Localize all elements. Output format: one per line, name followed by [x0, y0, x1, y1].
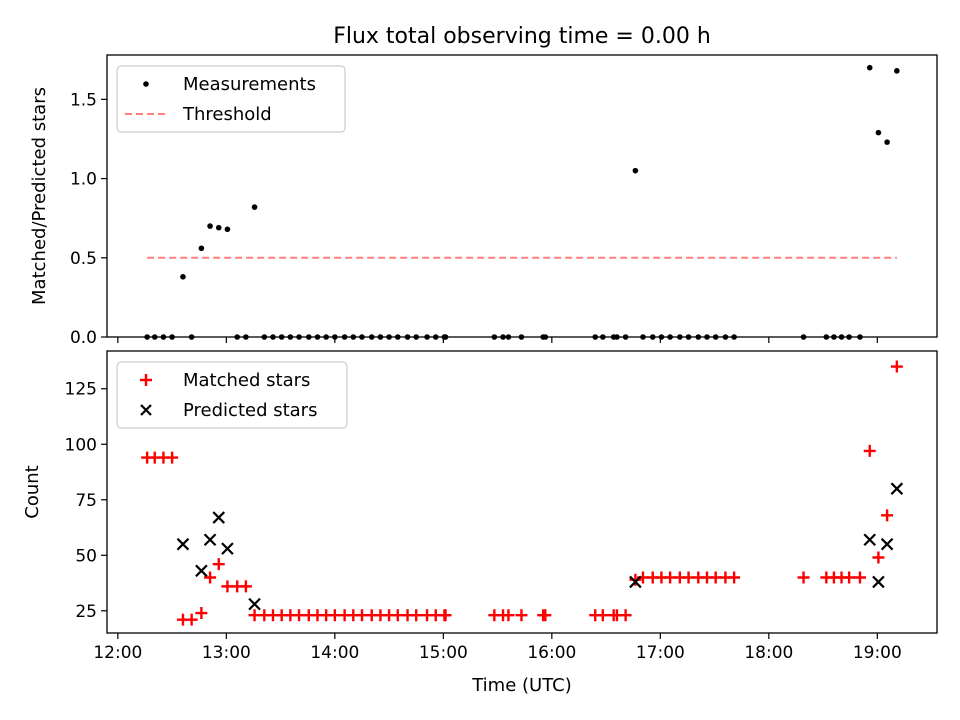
matched-stars-point: [863, 444, 876, 457]
measurements-point: [866, 64, 873, 71]
x-tick-label: 19:00: [853, 643, 902, 663]
y-tick-label: 50: [75, 546, 97, 566]
matched-stars-point: [239, 580, 252, 593]
bottom-y-axis-label: Count: [22, 465, 43, 518]
measurements-point: [632, 167, 639, 174]
y-tick-label: 1.0: [70, 170, 97, 190]
top-y-axis-label: Matched/Predicted stars: [29, 87, 50, 305]
predicted-stars-point: [176, 537, 190, 551]
legend-matched-label: Matched stars: [183, 370, 310, 391]
y-tick-label: 0.5: [70, 249, 97, 269]
y-tick-label: 75: [75, 491, 97, 511]
x-tick-label: 14:00: [310, 643, 359, 663]
predicted-stars-point: [629, 575, 642, 589]
predicted-stars-point: [221, 542, 234, 555]
matched-stars-point: [629, 573, 642, 586]
matched-stars-point: [502, 609, 515, 622]
measurements-point: [224, 226, 231, 233]
matched-stars-point: [195, 607, 208, 620]
measurements-point: [884, 139, 890, 145]
measurements-point: [875, 129, 882, 136]
measurements-point: [215, 224, 222, 231]
x-tick-label: 12:00: [93, 643, 142, 663]
matched-stars-point: [890, 360, 903, 373]
bottom-legend-box: [116, 361, 348, 429]
matched-stars-point: [166, 451, 179, 464]
predicted-stars-point: [195, 564, 208, 578]
matched-stars-point: [212, 558, 225, 571]
legend-predicted-label: Predicted stars: [183, 400, 317, 421]
matched-stars-point: [619, 609, 632, 622]
top-panel: 0.0 0.5 1.0 1.5 Matched/Predicted stars Mea…: [29, 54, 938, 348]
matched-stars-point: [853, 571, 866, 584]
chart-title: Flux total observing time = 0.00 h: [333, 24, 711, 49]
predicted-stars-point: [212, 511, 226, 524]
bottom-plot-frame: [106, 350, 938, 634]
measurements-point: [180, 273, 186, 280]
matched-stars-point: [728, 571, 741, 584]
x-tick-label: 13:00: [202, 643, 251, 663]
predicted-stars-point: [890, 482, 904, 495]
measurements-point: [198, 245, 205, 252]
predicted-stars-point: [872, 575, 885, 589]
top-plot-frame: [106, 54, 938, 338]
x-tick-label: 18:00: [744, 643, 793, 663]
x-tick-label: 17:00: [636, 643, 685, 663]
matched-stars-point: [204, 571, 217, 584]
measurements-point: [207, 223, 213, 229]
top-legend-box: [116, 65, 346, 133]
measurements-point: [894, 68, 900, 74]
measurements-point: [251, 204, 258, 210]
x-axis-label: Time (UTC): [471, 675, 572, 696]
predicted-stars-point: [863, 533, 877, 547]
x-tick-label: 15:00: [419, 643, 468, 663]
matched-stars-point: [797, 571, 810, 584]
matched-stars-point: [843, 571, 856, 584]
y-tick-label: 25: [75, 602, 97, 622]
matched-stars-point: [185, 613, 198, 626]
predicted-stars-point: [248, 597, 261, 611]
predicted-stars-point: [880, 537, 894, 551]
y-tick-label: 1.5: [70, 90, 97, 110]
matched-stars-point: [439, 609, 452, 622]
top-legend: Measurements Threshold: [116, 65, 346, 133]
predicted-stars-point: [203, 533, 217, 547]
matched-stars-point: [881, 509, 894, 522]
legend-measurements-label: Measurements: [183, 74, 316, 95]
legend-measurements-marker: [143, 81, 149, 87]
y-tick-label: 125: [65, 380, 97, 400]
legend-predicted-marker: [140, 404, 152, 416]
y-tick-label: 100: [65, 435, 97, 455]
matched-stars-point: [515, 609, 528, 622]
matched-stars-point: [410, 609, 423, 622]
y-tick-label: 0.0: [70, 328, 97, 348]
bottom-panel: 25 50 75 100 125 12:00 13:00 14:00 15:00 16:00 17:…: [22, 350, 938, 696]
bottom-legend: Matched stars Predicted stars: [116, 361, 348, 429]
matched-stars-point: [539, 609, 552, 622]
matched-stars-point: [596, 609, 609, 622]
legend-threshold-label: Threshold: [182, 104, 272, 125]
x-tick-label: 16:00: [527, 643, 576, 663]
legend-matched-marker: [140, 374, 152, 386]
matched-stars-point: [872, 551, 885, 564]
